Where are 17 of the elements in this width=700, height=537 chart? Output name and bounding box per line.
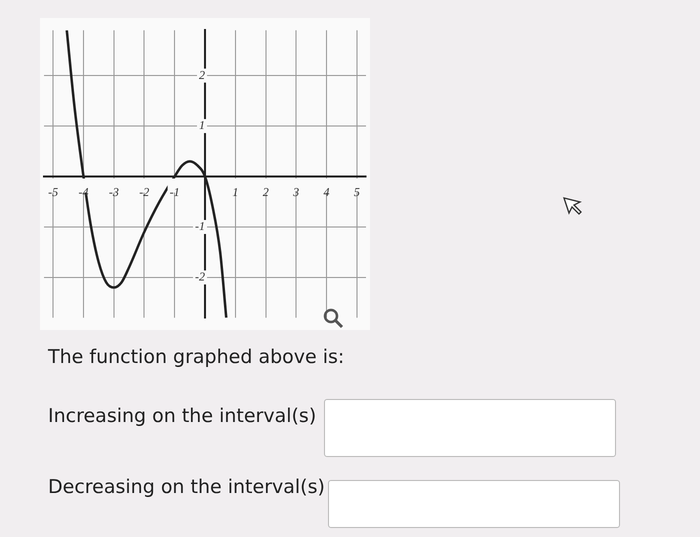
x-tick-label: -1 [170,184,180,199]
text: The function graphed above is: [48,346,344,368]
x-tick-label: -3 [108,184,119,199]
x-tick-label: 5 [354,184,360,199]
x-tick-label: 4 [324,184,330,199]
text: Increasing on the interval(s) [48,405,316,427]
x-tick-label: 1 [232,184,238,199]
x-tick-label: -4 [78,184,88,199]
y-tick-label: 1 [199,118,205,132]
x-tick-label: -2 [139,184,150,199]
text: Decreasing on the interval(s) [48,476,325,498]
x-tick-label: 3 [292,184,300,199]
y-tick-label: -1 [195,219,205,234]
y-tick-label: 2 [199,68,205,82]
x-tick-label: 2 [262,184,269,199]
x-tick-label: -5 [48,184,58,199]
y-tick-label: -2 [195,270,205,284]
